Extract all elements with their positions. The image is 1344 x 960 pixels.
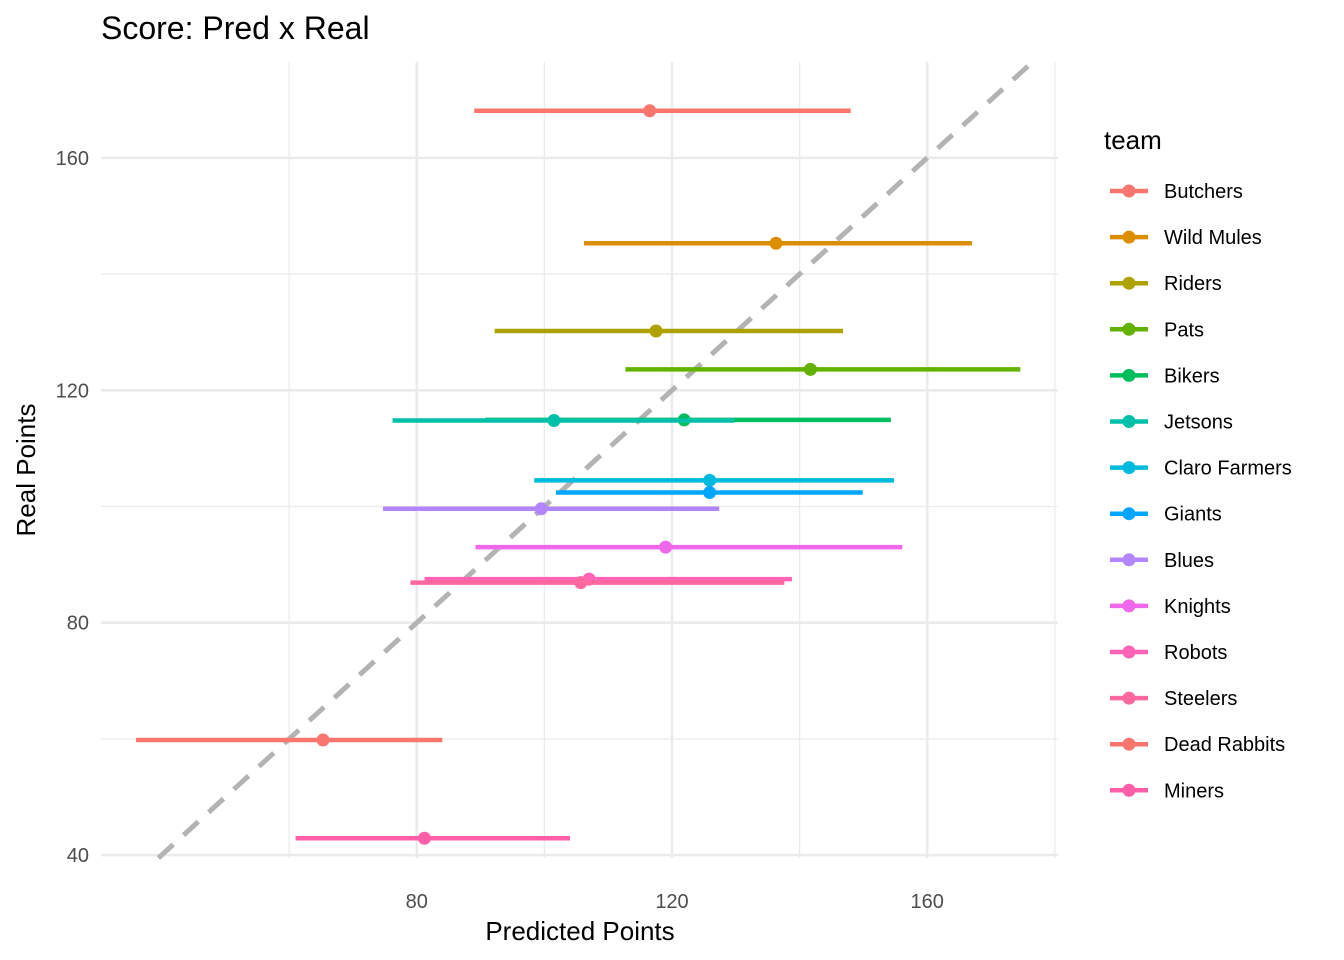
- y-axis-ticks: 40 80 120 160: [56, 148, 89, 867]
- legend-item-butchers: Butchers: [1110, 181, 1243, 203]
- legend-item-steelers: Steelers: [1110, 688, 1237, 710]
- legend-item-dead-rabbits: Dead Rabbits: [1110, 734, 1285, 756]
- point-dead-rabbits: [316, 733, 330, 747]
- x-tick-label: 80: [406, 891, 428, 913]
- legend-item-riders: Riders: [1110, 273, 1222, 295]
- legend-label: Pats: [1164, 319, 1204, 341]
- legend-item-wild-mules: Wild Mules: [1110, 227, 1262, 249]
- legend-label: Butchers: [1164, 181, 1243, 203]
- legend-item-blues: Blues: [1110, 550, 1214, 572]
- legend-label: Dead Rabbits: [1164, 734, 1285, 756]
- legend-label: Steelers: [1164, 688, 1237, 710]
- point-riders: [649, 324, 663, 338]
- legend-item-robots: Robots: [1110, 642, 1227, 664]
- point-giants: [703, 486, 717, 500]
- legend-label: Robots: [1164, 642, 1227, 664]
- legend-key-point: [1122, 322, 1136, 336]
- point-knights: [659, 540, 673, 554]
- legend-key-point: [1122, 184, 1136, 198]
- point-miners: [417, 831, 431, 845]
- legend-key-point: [1122, 368, 1136, 382]
- point-wild-mules: [769, 236, 783, 250]
- point-jetsons: [547, 413, 561, 427]
- legend-item-jetsons: Jetsons: [1110, 412, 1233, 434]
- data-marks: [136, 104, 1021, 845]
- legend-label: Bikers: [1164, 365, 1220, 387]
- identity-reference-line: [156, 60, 1035, 860]
- legend-key-point: [1122, 415, 1136, 428]
- legend-item-miners: Miners: [1110, 780, 1224, 802]
- legend-key-point: [1122, 461, 1136, 475]
- legend-key-point: [1122, 276, 1136, 290]
- legend-key-point: [1122, 553, 1136, 567]
- x-tick-label: 160: [911, 891, 944, 913]
- legend-label: Claro Farmers: [1164, 458, 1292, 480]
- y-tick-label: 80: [67, 613, 89, 635]
- point-steelers: [574, 576, 588, 590]
- legend: team Butchers Wild Mules Riders Pats Bikers J…: [1104, 125, 1292, 802]
- legend-label: Giants: [1164, 504, 1222, 526]
- y-axis-title: Real Points: [11, 404, 41, 537]
- legend-key-point: [1122, 599, 1136, 613]
- legend-key-point: [1122, 507, 1136, 521]
- legend-item-pats: Pats: [1110, 319, 1204, 341]
- legend-item-bikers: Bikers: [1110, 365, 1220, 387]
- y-tick-label: 120: [56, 380, 89, 402]
- legend-key-point: [1122, 783, 1136, 797]
- legend-label: Jetsons: [1164, 412, 1233, 434]
- point-pats: [803, 362, 817, 376]
- chart-title: Score: Pred x Real: [101, 10, 370, 46]
- x-axis-title: Predicted Points: [485, 916, 674, 946]
- legend-item-giants: Giants: [1110, 504, 1222, 526]
- y-tick-label: 160: [56, 148, 89, 170]
- point-blues: [534, 502, 548, 516]
- legend-item-knights: Knights: [1110, 596, 1231, 618]
- legend-key-point: [1122, 230, 1136, 244]
- point-butchers: [643, 104, 657, 118]
- legend-label: Miners: [1164, 780, 1224, 802]
- legend-key-point: [1122, 737, 1136, 751]
- grid: [101, 62, 1058, 858]
- x-tick-label: 120: [655, 891, 688, 913]
- legend-label: Blues: [1164, 550, 1214, 572]
- reference-line-group: [156, 60, 1035, 860]
- x-axis-ticks: 80 120 160: [406, 891, 944, 913]
- legend-key-point: [1122, 645, 1136, 659]
- legend-item-claro-farmers: Claro Farmers: [1110, 458, 1292, 480]
- legend-key-point: [1122, 691, 1136, 705]
- legend-label: Knights: [1164, 596, 1231, 618]
- legend-label: Riders: [1164, 273, 1222, 295]
- legend-label: Wild Mules: [1164, 227, 1262, 249]
- legend-title: team: [1104, 125, 1162, 155]
- point-claro-farmers: [703, 473, 717, 487]
- y-tick-label: 40: [67, 845, 89, 867]
